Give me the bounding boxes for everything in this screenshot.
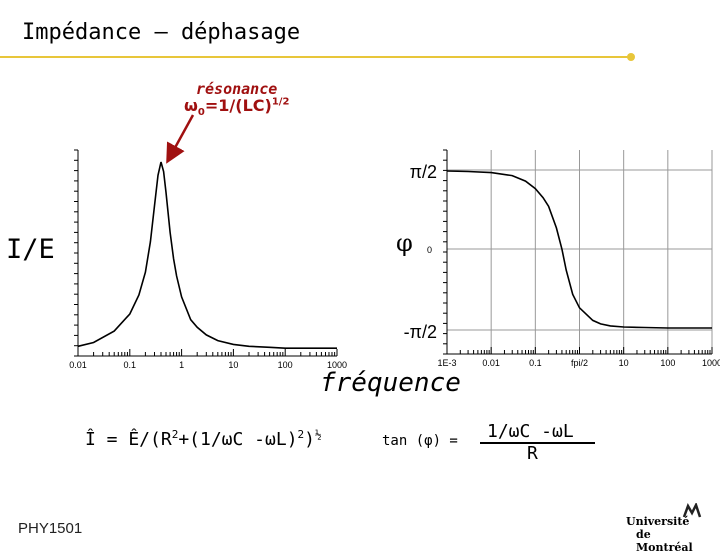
title-divider — [0, 56, 632, 58]
resonance-omega: ω — [184, 96, 198, 115]
resonance-formula: ω0=1/(LC)1/2 — [184, 96, 289, 118]
phase-curve — [446, 170, 712, 329]
phase-axis-label: φ — [396, 229, 413, 257]
x-tick-label: 0.01 — [482, 358, 500, 368]
logo-text-line2: de Montréal — [636, 528, 693, 554]
x-tick-label: 0.1 — [124, 360, 137, 370]
x-tick-label: 100 — [278, 360, 293, 370]
title-divider-dot — [627, 53, 635, 61]
y-tick-label: -π/2 — [404, 322, 437, 342]
x-tick-label: 10 — [619, 358, 629, 368]
x-axis-label: fréquence — [320, 368, 461, 398]
y-tick-label: π/2 — [410, 162, 437, 182]
current-formula-exp: ½ — [315, 428, 322, 441]
current-formula: Î = Ê/(R2+(1/ωC -ωL)2)½ — [85, 428, 322, 450]
logo-mark-icon — [682, 503, 702, 518]
chart-intensity: 0.01 0.1 1 10 100 1000 — [69, 149, 347, 370]
x-tick-label: 1000 — [327, 360, 347, 370]
university-logo: Université de Montréal — [626, 503, 708, 554]
resonance-label: résonance — [196, 80, 278, 98]
current-formula-mid: +(1/ωC -ωL) — [178, 429, 298, 450]
x-tick-label: 1 — [179, 360, 184, 370]
x-tick-label: 10 — [228, 360, 238, 370]
phase-formula-lhs: tan (φ) = — [382, 433, 458, 449]
course-code: PHY1501 — [18, 520, 83, 537]
resonance-arrow — [166, 114, 195, 164]
resonance-equals: =1/(LC) — [204, 96, 272, 115]
phase-formula-fraction-bar — [480, 442, 595, 444]
x-tick-label: 100 — [660, 358, 675, 368]
chart-canvas: 0.01 0.1 1 10 100 1000 1E-3 0.01 0.1 fpi/2 10 100 1… — [69, 114, 720, 370]
resonance-omega-sub: 0 — [197, 107, 205, 119]
x-tick-label: 0.1 — [529, 358, 542, 368]
phase-formula-denominator: R — [527, 443, 538, 464]
chart-phase: 1E-3 0.01 0.1 fpi/2 10 100 1000 π/2 0 -π/2 — [404, 149, 720, 368]
intensity-curve — [77, 161, 337, 349]
x-tick-label: 1000 — [702, 358, 720, 368]
phase-formula-numerator: 1/ωC -ωL — [487, 421, 574, 442]
resonance-exponent: 1/2 — [271, 96, 290, 108]
current-formula-sq1: 2 — [171, 428, 179, 441]
slide-title: Impédance – déphasage — [22, 20, 301, 45]
y-tick-label: 0 — [427, 245, 432, 255]
current-formula-lhs: Î = Ê/(R — [85, 429, 172, 450]
x-tick-label: fpi/2 — [571, 358, 588, 368]
y-axis-label: I/E — [6, 234, 55, 265]
x-tick-label: 0.01 — [69, 360, 87, 370]
logo-text-line1: Université — [626, 515, 690, 528]
current-formula-end: ) — [304, 429, 316, 450]
current-formula-sq2: 2 — [297, 428, 305, 441]
x-tick-label: 1E-3 — [437, 358, 456, 368]
